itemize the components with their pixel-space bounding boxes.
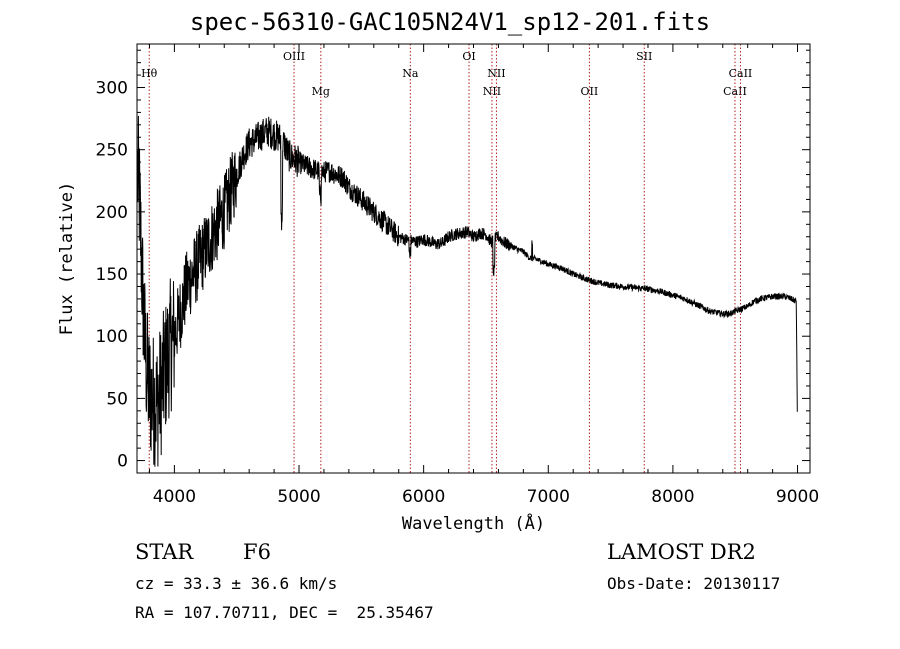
x-tick-label: 8000 (651, 487, 694, 507)
line-marker-label: OIII (283, 50, 305, 63)
line-markers: Hθ OIII Mg Na OI NII NII OII SII CaII CaII (141, 44, 752, 473)
plot-frame (136, 43, 811, 474)
chart-title: spec-56310-GAC105N24V1_sp12-201.fits (189, 8, 711, 36)
line-marker-label: OII (581, 85, 599, 98)
survey-name: LAMOST DR2 (607, 540, 756, 564)
line-marker-label: Na (402, 67, 419, 80)
line-marker-label: NII (487, 67, 505, 80)
y-axis-label: Flux (relative) (57, 182, 77, 336)
axes: 4000 5000 6000 7000 8000 9000 0 50 100 150 200 250 3… (57, 43, 819, 534)
spectrum-layer (137, 115, 798, 467)
y-tick-label: 150 (96, 265, 128, 285)
line-marker-label: Mg (312, 85, 330, 98)
y-tick-label: 300 (96, 79, 128, 99)
x-tick-label: 4000 (153, 487, 196, 507)
line-marker-label: NII (483, 85, 501, 98)
y-tick-label: 0 (117, 452, 128, 472)
object-subclass: F6 (243, 540, 271, 564)
x-axis-label: Wavelength (Å) (402, 512, 545, 534)
x-tick-label: 9000 (776, 487, 819, 507)
y-tick-label: 100 (96, 327, 128, 347)
line-marker-label: CaII (723, 85, 747, 98)
obs-date: Obs-Date: 20130117 (607, 574, 781, 593)
coordinates: RA = 107.70711, DEC = 25.35467 (135, 603, 434, 622)
line-marker-label: CaII (729, 67, 753, 80)
y-tick-label: 50 (106, 389, 128, 409)
line-marker-label: SII (636, 50, 652, 63)
spectrum-line (137, 115, 798, 467)
redshift-readout: cz = 33.3 ± 36.6 km/s (135, 574, 338, 593)
line-marker-label: OI (462, 50, 475, 63)
line-marker-label: Hθ (141, 67, 158, 80)
object-class: STAR (135, 540, 194, 564)
x-tick-label: 6000 (402, 487, 445, 507)
x-tick-label: 7000 (527, 487, 570, 507)
y-tick-label: 250 (96, 141, 128, 161)
y-tick-label: 200 (96, 203, 128, 223)
x-tick-label: 5000 (277, 487, 320, 507)
